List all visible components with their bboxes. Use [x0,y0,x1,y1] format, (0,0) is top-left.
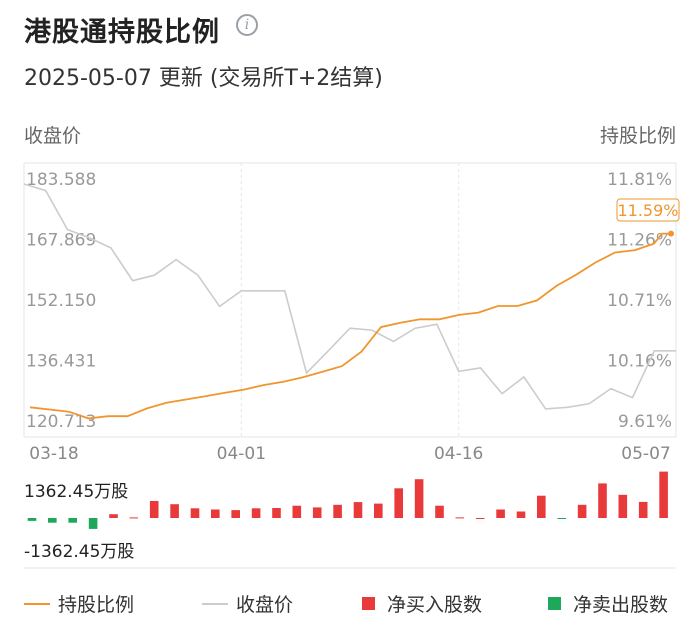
x-axis-tick-label: 05-07 [621,444,670,464]
ratio-highlight-box [616,198,680,222]
net-flow-bar [211,509,220,518]
bar-axis-max-label: 1362.45万股 [24,482,128,502]
ratio-highlight-label: 11.59% [617,201,678,220]
net-flow-bar [435,505,444,518]
left-axis-title: 收盘价 [24,125,82,147]
right-axis-tick-label: 11.81% [607,170,672,190]
ratio-end-point [668,230,674,237]
legend-swatch-price [202,602,228,605]
legend-label-ratio: 持股比例 [58,594,135,616]
net-flow-bar [516,511,526,518]
net-flow-bar [190,508,200,518]
net-flow-bar [292,505,302,518]
net-flow-bar [27,518,37,521]
net-flow-bar [394,488,403,518]
right-axis-tick-label: 9.61% [618,412,672,432]
net-flow-bar [88,518,98,529]
legend-item-sell[interactable]: 净卖出股数 [548,590,668,617]
legend-item-buy[interactable]: 净买入股数 [362,590,482,617]
net-flow-bar [496,509,505,518]
net-flow-bar [659,471,668,518]
x-axis-tick-label: 04-16 [434,444,483,464]
net-flow-bar [129,517,139,519]
net-flow-bar [374,503,383,518]
left-axis-tick-label: 167.869 [26,231,96,251]
ratio-series-line [29,232,671,420]
right-axis-tick-label: 10.71% [607,291,672,311]
net-flow-bar [557,518,566,519]
legend-label-price: 收盘价 [236,594,294,616]
legend-swatch-buy [362,597,375,610]
net-flow-bar [170,504,179,518]
legend-label-sell: 净卖出股数 [573,594,669,616]
price-series-line [23,183,676,410]
legend-label-buy: 净买入股数 [387,594,483,616]
net-flow-bar [475,518,485,519]
net-flow-bar [109,514,118,518]
bar-axis-min-label: -1362.45万股 [24,542,134,562]
net-flow-bar [577,504,587,518]
net-flow-bar [353,502,363,518]
legend-swatch-ratio [24,602,50,605]
right-axis-tick-label: 11.26% [607,231,672,251]
net-flow-bar [251,508,261,518]
left-axis-tick-label: 183.588 [26,170,96,190]
net-flow-bar [455,517,465,519]
chart-legend: 持股比例 收盘价 净买入股数 净卖出股数 [24,590,684,620]
update-subtitle: 2025-05-07 更新 (交易所T+2结算) [24,66,383,91]
net-flow-bar [333,504,342,518]
net-flow-bar [537,495,546,518]
net-flow-bar [414,479,424,518]
left-axis-tick-label: 136.431 [26,352,96,372]
holding-ratio-chart: 183.588 167.869 152.150 136.431 120.713 11.81… [23,162,680,569]
info-icon[interactable]: i [236,14,258,36]
left-axis-tick-label: 120.713 [26,412,96,432]
legend-swatch-sell [548,597,561,610]
net-flow-bar [638,501,648,518]
net-flow-bar [618,494,628,518]
net-flow-bar [48,518,57,523]
net-flow-bar [598,483,607,518]
right-axis-title: 持股比例 [599,125,676,147]
net-flow-bar [312,507,322,518]
net-flow-bar [149,501,159,518]
right-axis-tick-label: 10.16% [607,352,672,372]
page-title: 港股通持股比例 [24,17,220,48]
net-flow-bar [231,510,240,518]
legend-item-price[interactable]: 收盘价 [202,590,293,617]
x-axis-tick-label: 03-18 [29,444,78,464]
net-flow-bar [68,518,77,523]
net-flow-bar [272,508,281,518]
x-axis-tick-label: 04-01 [217,444,266,464]
legend-item-ratio[interactable]: 持股比例 [24,590,134,617]
left-axis-tick-label: 152.150 [26,291,96,311]
